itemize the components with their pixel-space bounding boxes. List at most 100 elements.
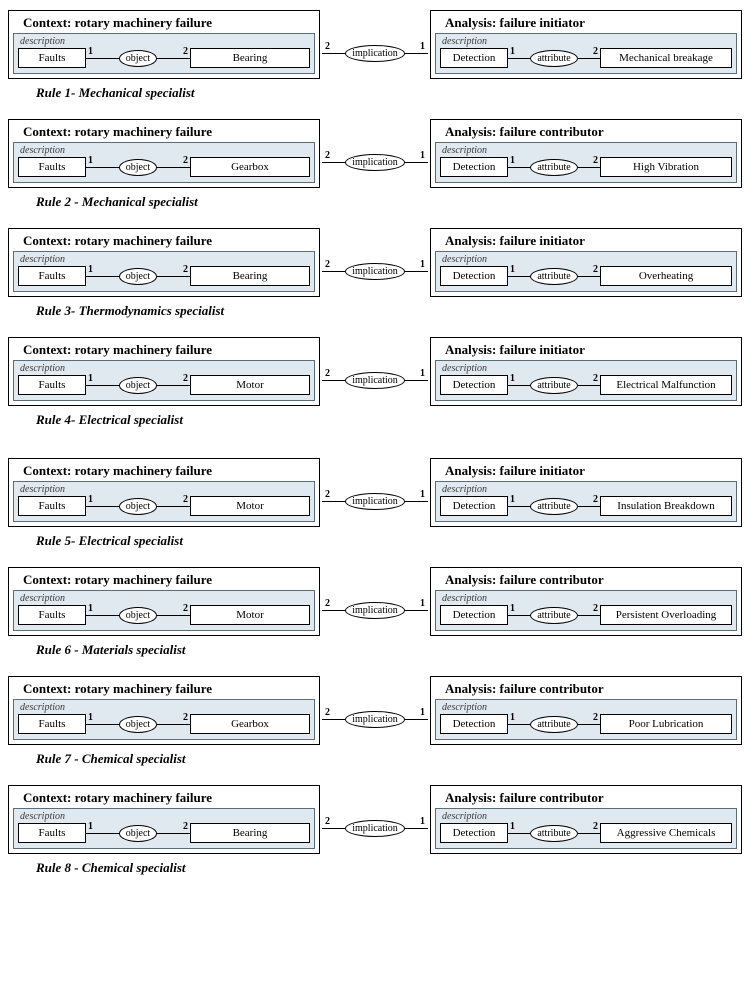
edge-num: 1	[420, 150, 425, 161]
edge-num: 2	[593, 264, 598, 275]
panel: Context: rotary machinery failure descri…	[8, 676, 320, 745]
connector-line: 2	[578, 506, 600, 507]
connector-line: 2	[157, 506, 190, 507]
edge-num: 1	[88, 155, 93, 166]
rule-pair: Context: rotary machinery failure descri…	[8, 119, 742, 188]
edge-num: 2	[325, 150, 330, 161]
panel-title: Context: rotary machinery failure	[13, 570, 315, 590]
rule-caption: Rule 8 - Chemical specialist	[36, 860, 742, 876]
edge-num: 1	[510, 155, 515, 166]
mid-line: 2	[322, 719, 345, 720]
edge-num: 1	[510, 712, 515, 723]
implication-ellipse: implication	[345, 372, 405, 389]
edge-num: 2	[593, 821, 598, 832]
edge-num: 2	[183, 712, 188, 723]
panel: Context: rotary machinery failure descri…	[8, 458, 320, 527]
mid-line: 2	[322, 380, 345, 381]
rule-caption: Rule 7 - Chemical specialist	[36, 751, 742, 767]
implication-ellipse: implication	[345, 45, 405, 62]
connector-line: 1	[508, 506, 530, 507]
implication-connector: 2 implication 1	[322, 711, 428, 728]
mid-line: 1	[405, 53, 428, 54]
mid-line: 2	[322, 828, 345, 829]
rule-pair: Context: rotary machinery failure descri…	[8, 10, 742, 79]
connector-line: 1	[508, 833, 530, 834]
edge-num: 1	[510, 373, 515, 384]
edge-num: 2	[325, 489, 330, 500]
edge-num: 1	[420, 598, 425, 609]
implication-connector: 2 implication 1	[322, 820, 428, 837]
edge-num: 1	[88, 821, 93, 832]
box-left: Detection	[440, 266, 508, 286]
box-left: Faults	[18, 605, 86, 625]
relation-ellipse: attribute	[530, 716, 577, 733]
rule-pair: Context: rotary machinery failure descri…	[8, 676, 742, 745]
connector-line: 2	[578, 615, 600, 616]
panel-row: Faults 1 object 2 Motor	[18, 605, 310, 625]
panel-inner: description Detection 1 attribute 2 Over…	[435, 251, 737, 292]
box-right: Overheating	[600, 266, 732, 286]
rule-caption: Rule 3- Thermodynamics specialist	[36, 303, 742, 319]
edge-num: 2	[325, 41, 330, 52]
panel-row: Detection 1 attribute 2 Overheating	[440, 266, 732, 286]
panel: Analysis: failure initiator description …	[430, 337, 742, 406]
panel-row: Faults 1 object 2 Motor	[18, 375, 310, 395]
panel-row: Faults 1 object 2 Bearing	[18, 48, 310, 68]
panel: Analysis: failure initiator description …	[430, 10, 742, 79]
panel-title: Context: rotary machinery failure	[13, 461, 315, 481]
mid-line: 1	[405, 828, 428, 829]
panel-row: Faults 1 object 2 Bearing	[18, 823, 310, 843]
panel: Context: rotary machinery failure descri…	[8, 785, 320, 854]
description-label: description	[442, 484, 732, 495]
panel-inner: description Faults 1 object 2 Gearbox	[13, 142, 315, 183]
implication-connector: 2 implication 1	[322, 602, 428, 619]
edge-num: 2	[593, 494, 598, 505]
rule-block: Context: rotary machinery failure descri…	[8, 10, 742, 101]
description-label: description	[20, 484, 310, 495]
edge-num: 1	[510, 603, 515, 614]
box-left: Faults	[18, 496, 86, 516]
mid-line: 2	[322, 162, 345, 163]
description-label: description	[442, 593, 732, 604]
rule-block: Context: rotary machinery failure descri…	[8, 228, 742, 319]
panel-inner: description Faults 1 object 2 Bearing	[13, 808, 315, 849]
panel-title: Context: rotary machinery failure	[13, 340, 315, 360]
implication-ellipse: implication	[345, 820, 405, 837]
rule-block: Context: rotary machinery failure descri…	[8, 119, 742, 210]
box-left: Detection	[440, 375, 508, 395]
panel-inner: description Detection 1 attribute 2 High…	[435, 142, 737, 183]
edge-num: 2	[183, 821, 188, 832]
relation-ellipse: object	[119, 716, 157, 733]
box-right: Bearing	[190, 823, 310, 843]
edge-num: 2	[593, 155, 598, 166]
edge-num: 1	[420, 259, 425, 270]
relation-ellipse: object	[119, 268, 157, 285]
rule-caption: Rule 4- Electrical specialist	[36, 412, 742, 428]
connector-line: 2	[157, 833, 190, 834]
relation-ellipse: attribute	[530, 377, 577, 394]
connector-line: 1	[86, 615, 119, 616]
rule-block: Context: rotary machinery failure descri…	[8, 337, 742, 428]
connector-line: 1	[508, 615, 530, 616]
box-left: Detection	[440, 605, 508, 625]
panel: Context: rotary machinery failure descri…	[8, 228, 320, 297]
connector-line: 1	[86, 724, 119, 725]
panel-inner: description Faults 1 object 2 Gearbox	[13, 699, 315, 740]
relation-ellipse: attribute	[530, 498, 577, 515]
implication-connector: 2 implication 1	[322, 154, 428, 171]
box-right: Insulation Breakdown	[600, 496, 732, 516]
edge-num: 2	[593, 603, 598, 614]
edge-num: 1	[420, 707, 425, 718]
relation-ellipse: object	[119, 50, 157, 67]
box-right: Bearing	[190, 48, 310, 68]
mid-line: 2	[322, 53, 345, 54]
panel: Context: rotary machinery failure descri…	[8, 567, 320, 636]
edge-num: 1	[88, 373, 93, 384]
edge-num: 1	[88, 264, 93, 275]
relation-ellipse: object	[119, 498, 157, 515]
implication-connector: 2 implication 1	[322, 263, 428, 280]
box-right: Electrical Malfunction	[600, 375, 732, 395]
box-right: Gearbox	[190, 714, 310, 734]
box-left: Detection	[440, 157, 508, 177]
panel: Analysis: failure contributor descriptio…	[430, 676, 742, 745]
